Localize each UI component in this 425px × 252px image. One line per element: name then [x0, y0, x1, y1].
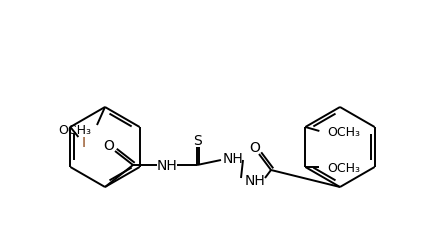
Text: OCH₃: OCH₃	[327, 125, 360, 138]
Text: I: I	[81, 136, 85, 149]
Text: OCH₃: OCH₃	[59, 124, 91, 137]
Text: O: O	[249, 140, 261, 154]
Text: NH: NH	[157, 158, 177, 172]
Text: OCH₃: OCH₃	[327, 161, 360, 174]
Text: NH: NH	[245, 173, 265, 187]
Text: S: S	[194, 134, 202, 147]
Text: O: O	[104, 138, 114, 152]
Text: NH: NH	[223, 151, 244, 165]
